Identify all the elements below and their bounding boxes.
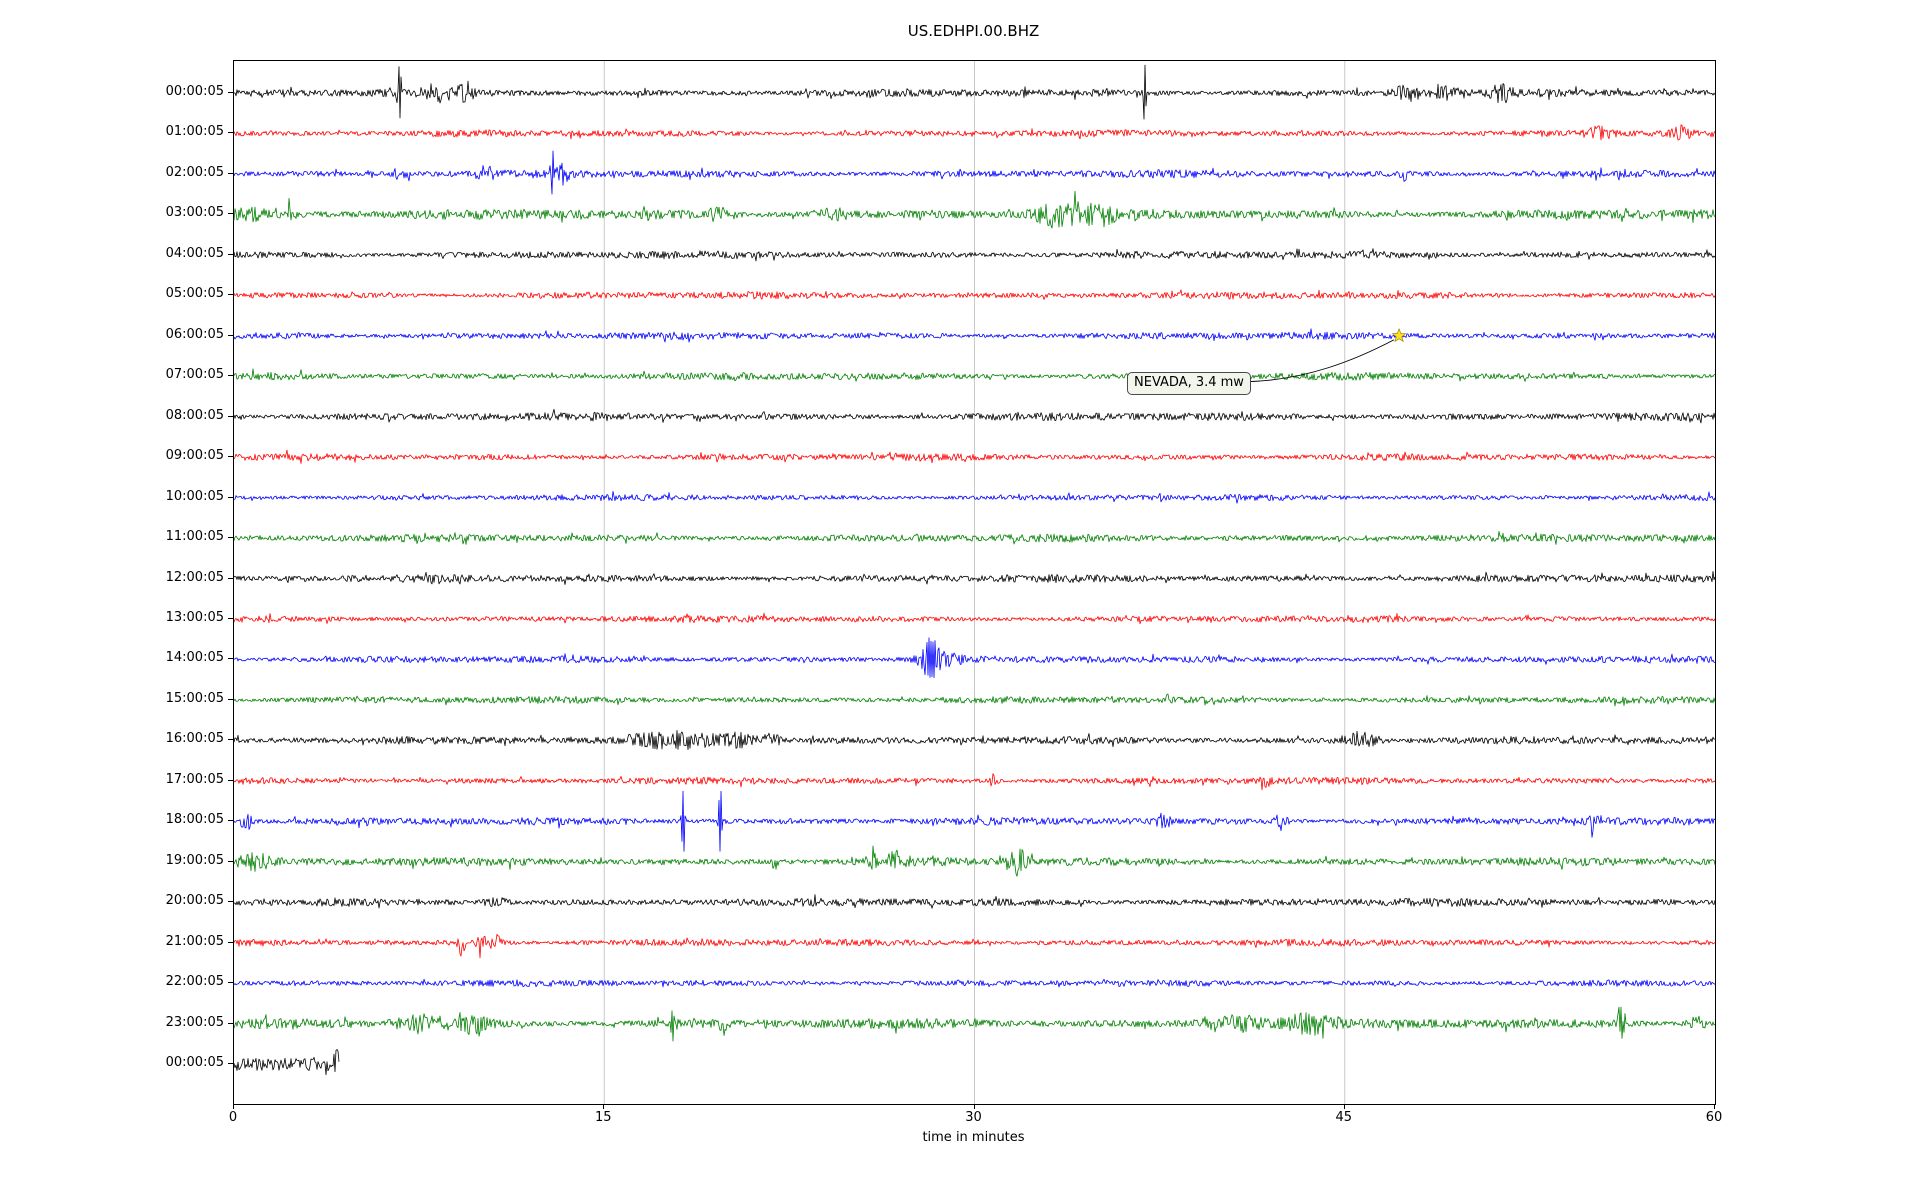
waveform-trace	[233, 773, 1716, 791]
y-axis-label: 00:00:05	[165, 84, 224, 99]
waveform-trace	[233, 790, 1716, 852]
y-tick-mark	[228, 415, 233, 417]
x-axis-label: time in minutes	[922, 1130, 1025, 1145]
y-axis-label: 23:00:05	[165, 1014, 224, 1030]
waveform-trace	[233, 368, 1716, 382]
y-axis-label: 18:00:05	[165, 812, 224, 828]
y-tick-mark	[228, 820, 233, 822]
y-axis-label: 02:00:05	[165, 164, 224, 180]
y-tick-mark	[228, 375, 233, 377]
y-axis-label: 16:00:05	[165, 731, 224, 747]
y-tick-mark	[228, 779, 233, 781]
waveform-trace	[233, 1049, 340, 1076]
y-tick-mark	[228, 213, 233, 215]
y-tick-mark	[228, 334, 233, 336]
y-tick-mark	[228, 456, 233, 458]
waveform-trace	[233, 845, 1716, 877]
y-axis-label: 07:00:05	[165, 367, 224, 383]
waveform-trace	[233, 612, 1716, 625]
waveform-trace	[233, 894, 1716, 909]
y-tick-mark	[228, 739, 233, 741]
y-tick-mark	[228, 537, 233, 539]
waveform-trace	[233, 190, 1716, 229]
y-axis-label: 20:00:05	[165, 893, 224, 909]
y-axis-label: 11:00:05	[165, 529, 224, 545]
y-axis-label: 06:00:05	[165, 326, 224, 342]
y-tick-mark	[228, 172, 233, 174]
y-axis-label: 21:00:05	[165, 933, 224, 949]
y-tick-mark	[228, 941, 233, 943]
plot-area: NEVADA, 3.4 mw	[233, 60, 1716, 1105]
y-tick-mark	[228, 577, 233, 579]
y-axis-label: 17:00:05	[165, 771, 224, 787]
event-star-marker	[1391, 327, 1407, 343]
x-tick-label: 45	[1335, 1110, 1353, 1125]
y-tick-mark	[228, 860, 233, 862]
x-tick-mark	[1343, 1104, 1345, 1109]
waveform-trace	[233, 449, 1716, 464]
x-tick-mark	[1714, 1104, 1715, 1109]
y-axis-label: 13:00:05	[165, 609, 224, 625]
y-tick-mark	[228, 658, 233, 660]
y-axis-label: 00:00:05	[165, 1055, 224, 1071]
waveform-trace	[233, 408, 1716, 424]
waveform-trace	[233, 124, 1716, 141]
waveform-trace	[233, 289, 1716, 300]
y-tick-mark	[228, 496, 233, 498]
waveform-trace	[233, 328, 1716, 343]
waveform-trace	[233, 978, 1716, 988]
y-tick-mark	[228, 132, 233, 134]
y-tick-mark	[228, 1063, 233, 1065]
waveform-trace	[233, 637, 1716, 679]
waveform-canvas	[233, 61, 1716, 1104]
x-tick-label: 60	[1705, 1110, 1723, 1125]
y-axis-label: 22:00:05	[165, 974, 224, 990]
x-tick-mark	[973, 1104, 975, 1109]
y-axis-label: 12:00:05	[165, 569, 224, 585]
y-axis-label: 05:00:05	[165, 286, 224, 302]
waveform-trace	[233, 1006, 1715, 1042]
x-tick-mark	[603, 1104, 605, 1109]
y-axis-label: 10:00:05	[165, 488, 224, 504]
waveform-trace	[233, 730, 1716, 751]
y-tick-mark	[228, 92, 233, 93]
waveform-trace	[233, 571, 1716, 585]
event-annotation: NEVADA, 3.4 mw	[1127, 372, 1251, 395]
waveform-trace	[233, 933, 1716, 959]
y-axis-label: 01:00:05	[165, 124, 224, 140]
x-tick-label: 15	[594, 1110, 612, 1125]
event-annotation-label: NEVADA, 3.4 mw	[1134, 375, 1244, 390]
y-tick-mark	[228, 1022, 233, 1024]
y-axis-label: 09:00:05	[165, 448, 224, 464]
y-axis-label: 08:00:05	[165, 407, 224, 423]
y-tick-mark	[228, 901, 233, 903]
figure-title: US.EDHPI.00.BHZ	[907, 22, 1040, 40]
y-axis-label: 03:00:05	[165, 205, 224, 221]
y-tick-mark	[228, 253, 233, 255]
waveform-trace	[233, 248, 1716, 262]
y-axis-label: 14:00:05	[165, 650, 224, 666]
y-axis-label: 15:00:05	[165, 690, 224, 706]
waveform-trace	[233, 150, 1716, 195]
waveform-trace	[233, 491, 1716, 504]
waveform-trace	[233, 693, 1716, 707]
annotation-connector-line	[1250, 339, 1395, 382]
x-tick-label: 30	[965, 1110, 982, 1125]
x-tick-label: 0	[228, 1110, 238, 1125]
y-tick-mark	[228, 698, 233, 700]
waveform-trace	[233, 531, 1716, 545]
y-tick-mark	[228, 294, 233, 296]
waveform-trace	[233, 64, 1716, 120]
y-axis-label: 04:00:05	[165, 245, 224, 261]
y-tick-mark	[228, 617, 233, 619]
x-tick-mark	[233, 1104, 234, 1109]
y-tick-mark	[228, 982, 233, 984]
y-axis-label: 19:00:05	[165, 852, 224, 868]
